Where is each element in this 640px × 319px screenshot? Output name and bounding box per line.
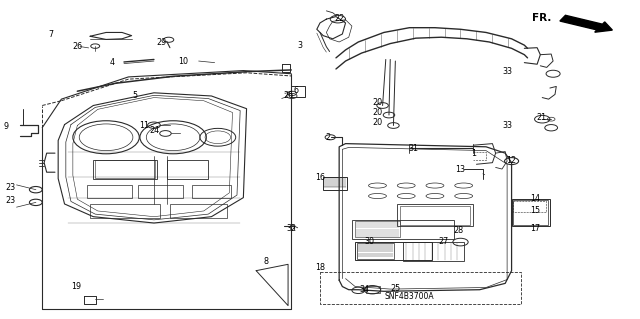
Text: 25: 25 — [390, 284, 401, 293]
Text: 4: 4 — [110, 58, 115, 67]
Text: 20: 20 — [372, 108, 383, 117]
Bar — [291, 86, 305, 97]
Text: 20: 20 — [372, 98, 383, 107]
Text: 32: 32 — [286, 224, 296, 233]
Text: 11: 11 — [140, 121, 149, 130]
Bar — [192, 185, 230, 197]
Bar — [511, 199, 550, 226]
Bar — [355, 242, 432, 260]
Text: 29: 29 — [157, 38, 167, 48]
Text: 31: 31 — [409, 144, 419, 153]
Bar — [138, 185, 182, 197]
Bar — [352, 220, 454, 239]
Text: 26: 26 — [72, 41, 83, 51]
Text: 5: 5 — [132, 92, 138, 100]
FancyArrow shape — [560, 15, 612, 32]
Text: 8: 8 — [263, 257, 268, 266]
Bar — [167, 160, 208, 179]
Bar — [366, 286, 380, 293]
Text: 2: 2 — [326, 133, 331, 142]
Bar — [90, 204, 161, 218]
Text: 19: 19 — [71, 282, 81, 291]
Bar — [355, 221, 400, 237]
Text: 24: 24 — [149, 126, 159, 135]
Text: 3: 3 — [297, 41, 302, 50]
Text: 12: 12 — [506, 156, 516, 165]
Text: 18: 18 — [315, 263, 325, 272]
Bar — [397, 204, 473, 226]
Text: 16: 16 — [315, 173, 325, 182]
Text: 22: 22 — [334, 14, 344, 23]
Text: 33: 33 — [502, 67, 512, 76]
Text: 1: 1 — [471, 149, 476, 158]
Text: 23: 23 — [5, 183, 15, 192]
Text: 20: 20 — [372, 118, 383, 128]
Text: 28: 28 — [454, 226, 463, 234]
Bar — [513, 201, 546, 212]
Bar — [403, 242, 464, 261]
Text: 9: 9 — [3, 122, 8, 131]
Bar — [513, 200, 548, 225]
Text: FR.: FR. — [532, 13, 551, 23]
Text: 34: 34 — [360, 285, 370, 294]
Text: 7: 7 — [48, 31, 53, 40]
Text: 21: 21 — [536, 113, 547, 122]
Text: SNF4B3700A: SNF4B3700A — [385, 292, 434, 300]
Text: 14: 14 — [530, 194, 540, 203]
Text: 10: 10 — [178, 56, 188, 65]
Text: 30: 30 — [365, 237, 375, 246]
Text: 26: 26 — [283, 92, 293, 100]
Text: 15: 15 — [530, 206, 540, 215]
Bar — [323, 177, 348, 190]
Text: 17: 17 — [530, 224, 540, 233]
Bar — [170, 204, 227, 218]
Text: 13: 13 — [456, 165, 465, 174]
Text: 27: 27 — [438, 237, 449, 246]
Bar — [400, 205, 470, 225]
Text: 23: 23 — [5, 196, 15, 205]
Text: 6: 6 — [294, 86, 299, 95]
Bar — [87, 185, 132, 197]
Text: 33: 33 — [502, 121, 512, 130]
Bar — [320, 272, 521, 304]
Bar — [357, 243, 394, 259]
Bar — [93, 160, 157, 179]
Bar — [95, 160, 156, 178]
